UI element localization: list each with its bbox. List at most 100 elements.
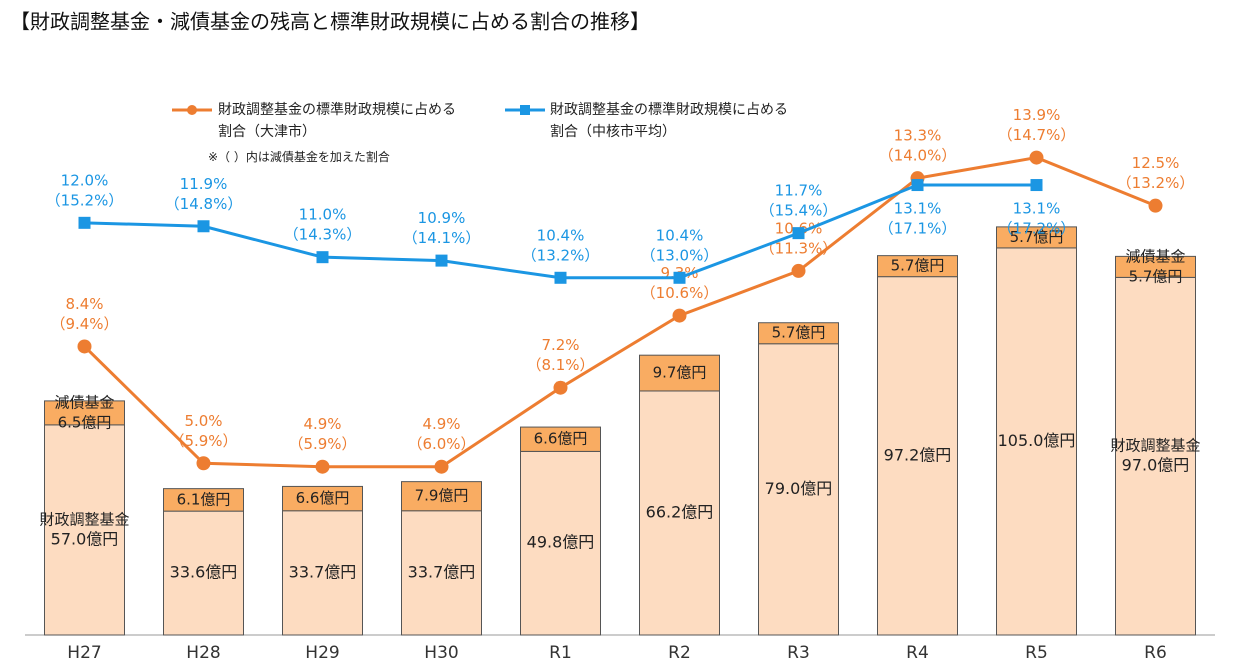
marker	[791, 263, 806, 278]
bar-segment	[520, 426, 601, 452]
line-sub-label: （8.1%）	[526, 356, 594, 374]
line-sub-label: （14.7%）	[998, 126, 1076, 144]
bar-segment	[877, 276, 958, 636]
bar-series-label: 財政調整基金	[39, 510, 129, 528]
marker	[673, 271, 686, 284]
x-tick-label: H29	[305, 643, 339, 663]
x-tick-label: R1	[549, 643, 572, 663]
line-sub-label: （5.9%）	[169, 432, 237, 450]
marker	[434, 459, 449, 474]
bar-value-label: 5.7億円	[1129, 267, 1183, 285]
line-sub-label: （14.1%）	[403, 229, 481, 247]
bar-value-label: 33.7億円	[408, 562, 476, 581]
line-value-label: 11.7%	[775, 182, 823, 200]
bar-segment	[996, 247, 1077, 636]
bar-value-label: 79.0億円	[765, 479, 833, 498]
x-tick-label: H30	[424, 643, 458, 663]
x-tick-label: R6	[1144, 643, 1167, 663]
bar-segment	[44, 424, 125, 636]
line-value-label: 11.0%	[299, 206, 347, 224]
bar-segment	[1115, 255, 1196, 278]
chart-title: 【財政調整基金・減債基金の残高と標準財政規模に占める割合の推移】	[10, 10, 650, 34]
line-value-label: 13.1%	[1013, 200, 1061, 218]
marker	[792, 227, 805, 240]
bar-segment	[877, 255, 958, 278]
line-sub-label: （9.4%）	[50, 315, 118, 333]
bar-value-label: 33.6億円	[170, 563, 238, 582]
line-sub-label: （13.2%）	[1117, 174, 1195, 192]
line-value-label: 4.9%	[422, 415, 460, 433]
line-value-label: 12.5%	[1132, 154, 1180, 172]
marker	[1148, 198, 1163, 213]
bar-value-label: 66.2億円	[646, 502, 714, 521]
marker	[316, 251, 329, 264]
line-value-label: 11.9%	[180, 175, 228, 193]
marker	[196, 456, 211, 471]
bar-value-label: 6.1億円	[177, 490, 231, 508]
legend-entry: 財政調整基金の標準財政規模に占める割合（中核市平均）	[550, 102, 788, 140]
bar-value-label: 5.7億円	[772, 324, 826, 342]
x-tick-label: R5	[1025, 643, 1048, 663]
bar-value-label: 7.9億円	[415, 487, 469, 505]
marker	[672, 308, 687, 323]
bar-series-label: 減債基金	[54, 393, 114, 411]
line-value-label: 13.3%	[894, 127, 942, 145]
line-value-label: 13.9%	[1013, 106, 1061, 124]
line-sub-label: （14.3%）	[284, 226, 362, 244]
line-sub-label: （15.4%）	[760, 202, 838, 220]
line-value-label: 7.2%	[541, 336, 579, 354]
line-value-label: 4.9%	[303, 415, 341, 433]
line-sub-label: （14.0%）	[879, 147, 957, 165]
bar-segment	[758, 322, 839, 345]
line-sub-label: （15.2%）	[46, 191, 124, 209]
x-tick-label: R4	[906, 643, 929, 663]
bar-value-label: 49.8億円	[527, 533, 595, 552]
bar-segment	[401, 510, 482, 636]
line-sub-label: （17.2%）	[998, 220, 1076, 238]
x-tick-label: H27	[67, 643, 101, 663]
marker	[197, 220, 210, 233]
bar-value-label: 105.0億円	[998, 431, 1076, 450]
note: ※（ ）内は減債基金を加えた割合	[208, 150, 390, 164]
bar-segment	[163, 488, 244, 512]
bar-segment	[996, 226, 1077, 249]
bar-series-label: 減債基金	[1125, 247, 1185, 265]
bar-value-label: 6.5億円	[58, 413, 112, 431]
line-value-label: 8.4%	[65, 295, 103, 313]
x-tick-label: H28	[186, 643, 220, 663]
line-sub-label: （14.8%）	[165, 195, 243, 213]
line-sub-label: （13.0%）	[641, 246, 719, 264]
line	[83, 156, 1157, 469]
bar-series-label: 財政調整基金	[1110, 437, 1200, 455]
line-sub-label: （11.3%）	[760, 239, 838, 257]
line-sub-label: （17.1%）	[879, 220, 957, 238]
line-sub-label: （5.9%）	[288, 435, 356, 453]
legend-marker	[520, 105, 530, 115]
line-sub-label: （6.0%）	[407, 435, 475, 453]
marker	[554, 271, 567, 284]
bar-value-label: 9.7億円	[653, 364, 707, 382]
legend-marker	[187, 105, 197, 115]
legend-entry: 財政調整基金の標準財政規模に占める割合（大津市）	[218, 102, 456, 140]
marker	[435, 254, 448, 267]
line-sub-label: （13.2%）	[522, 246, 600, 264]
bar-value-label: 6.6億円	[296, 489, 350, 507]
bar-value-label: 33.7億円	[289, 562, 357, 581]
marker	[78, 216, 91, 229]
x-tick-label: R2	[668, 643, 691, 663]
line-value-label: 5.0%	[184, 412, 222, 430]
bar-segment	[639, 354, 720, 392]
marker	[911, 179, 924, 192]
bar-value-label: 97.2億円	[884, 445, 952, 464]
line-value-label: 10.9%	[418, 209, 466, 227]
bar-value-label: 5.7億円	[1010, 228, 1064, 246]
bar-segment	[282, 510, 363, 636]
marker	[315, 459, 330, 474]
bar-segment	[44, 400, 125, 426]
marker	[553, 380, 568, 395]
line-sub-label: （10.6%）	[641, 284, 719, 302]
bar-segment	[520, 450, 601, 636]
bar-value-label: 97.0億円	[1122, 456, 1190, 475]
